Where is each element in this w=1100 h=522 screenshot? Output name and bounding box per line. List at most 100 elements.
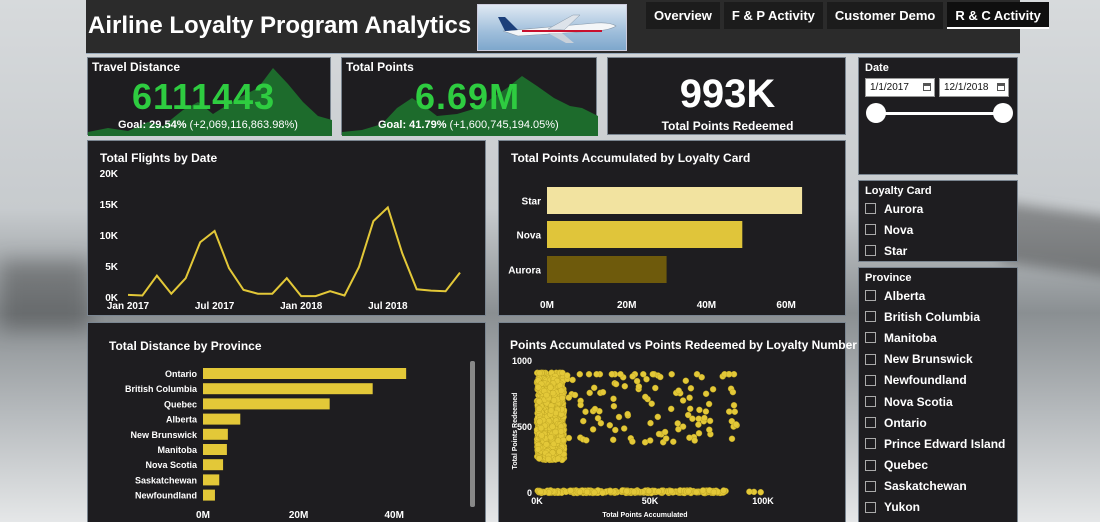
scatter-point[interactable]	[547, 407, 555, 414]
scatter-point[interactable]	[725, 371, 733, 378]
scatter-point[interactable]	[536, 398, 543, 405]
scatter-point[interactable]	[620, 425, 628, 432]
scatter-point[interactable]	[556, 448, 563, 455]
checkbox[interactable]	[865, 290, 876, 302]
scatter-point[interactable]	[647, 419, 654, 427]
province-option[interactable]: Nova Scotia	[865, 391, 1005, 412]
scatter-point[interactable]	[609, 436, 617, 444]
scatter-point[interactable]	[585, 371, 593, 378]
scatter-point[interactable]	[679, 397, 687, 404]
scatter-point[interactable]	[675, 426, 682, 433]
checkbox[interactable]	[865, 374, 876, 386]
scatter-point[interactable]	[549, 423, 556, 430]
scatter-point[interactable]	[565, 394, 573, 401]
scatter-point[interactable]	[684, 411, 692, 419]
loyalty-card-option[interactable]: Nova	[865, 219, 923, 240]
province-option[interactable]: Saskatchewan	[865, 476, 1005, 497]
scatter-point[interactable]	[563, 372, 571, 379]
scatter-point[interactable]	[580, 417, 587, 425]
scatter-point[interactable]	[550, 397, 558, 404]
scatter-point[interactable]	[547, 384, 554, 391]
scatter-point[interactable]	[612, 426, 619, 434]
scatter-point[interactable]	[695, 430, 703, 437]
scatter-point[interactable]	[720, 487, 727, 494]
scatter-point[interactable]	[728, 435, 736, 443]
scatter-point[interactable]	[583, 488, 591, 496]
scatter-point[interactable]	[545, 455, 552, 463]
bar-chart[interactable]: Ontario British Columbia Quebec Alberta New …	[88, 323, 487, 522]
calendar-icon[interactable]	[923, 83, 931, 91]
scatter-point[interactable]	[567, 487, 574, 494]
scatter-point[interactable]	[668, 371, 675, 378]
scatter-point[interactable]	[597, 419, 605, 427]
scatter-point[interactable]	[624, 410, 631, 418]
scatter-point[interactable]	[565, 434, 573, 442]
checkbox[interactable]	[865, 332, 876, 344]
bar[interactable]	[203, 444, 227, 455]
checkbox[interactable]	[865, 480, 876, 492]
checkbox[interactable]	[865, 501, 876, 513]
bar[interactable]	[203, 398, 330, 410]
checkbox[interactable]	[865, 245, 876, 257]
scatter-point[interactable]	[705, 400, 713, 408]
scatter-point[interactable]	[591, 405, 599, 413]
scatter-point[interactable]	[642, 393, 649, 401]
scatter-point[interactable]	[661, 428, 669, 436]
scatter-point[interactable]	[725, 408, 733, 415]
scatter-point[interactable]	[654, 413, 662, 421]
scatter-point[interactable]	[728, 417, 736, 425]
line-chart[interactable]: 0K 5K 10K 15K 20K Jan 2017 Jul 2017 Jan 2018 Jul…	[88, 141, 487, 317]
bar[interactable]	[547, 221, 743, 248]
bar[interactable]	[547, 256, 667, 283]
checkbox[interactable]	[865, 311, 876, 323]
scatter-point[interactable]	[537, 424, 545, 432]
scatter-point[interactable]	[646, 437, 654, 444]
scatter-point[interactable]	[599, 388, 607, 396]
scatter-point[interactable]	[702, 408, 710, 415]
scatter-point[interactable]	[610, 402, 618, 410]
scatter-point[interactable]	[655, 430, 663, 438]
scatter-point[interactable]	[606, 422, 614, 429]
bar[interactable]	[547, 187, 803, 214]
scatter-point[interactable]	[686, 434, 693, 441]
scatter-point[interactable]	[536, 405, 543, 413]
scatter-point[interactable]	[667, 487, 675, 495]
scatter-point[interactable]	[662, 435, 670, 442]
scatter-point[interactable]	[670, 438, 677, 445]
start-date-input[interactable]: 1/1/2017	[865, 78, 935, 97]
scatter-point[interactable]	[689, 415, 696, 422]
scatter-point[interactable]	[590, 384, 598, 392]
bar[interactable]	[203, 383, 373, 395]
scatter-point[interactable]	[549, 389, 557, 397]
bar[interactable]	[203, 459, 224, 471]
scatter-point[interactable]	[571, 391, 579, 399]
scatter-point[interactable]	[583, 437, 590, 444]
calendar-icon[interactable]	[997, 83, 1005, 91]
province-option[interactable]: Ontario	[865, 412, 1005, 433]
scatter-point[interactable]	[648, 400, 655, 407]
province-option[interactable]: Newfoundland	[865, 370, 1005, 391]
scatter-point[interactable]	[696, 406, 703, 414]
scatter-point[interactable]	[629, 373, 636, 380]
scatter-point[interactable]	[655, 488, 662, 495]
scatter-point[interactable]	[612, 380, 620, 388]
scatter-point[interactable]	[731, 408, 739, 415]
scatter-point[interactable]	[640, 371, 647, 378]
scatter-point[interactable]	[706, 426, 713, 434]
scatter-point[interactable]	[710, 488, 718, 496]
bar[interactable]	[203, 413, 241, 425]
scatter-point[interactable]	[695, 421, 702, 428]
scatter-point[interactable]	[536, 369, 543, 377]
scatter-point[interactable]	[537, 488, 544, 496]
scatter-point[interactable]	[536, 418, 543, 425]
province-option[interactable]: British Columbia	[865, 306, 1005, 327]
scatter-point[interactable]	[543, 441, 550, 448]
scatter-point[interactable]	[586, 389, 593, 397]
scatter-point[interactable]	[557, 428, 565, 435]
checkbox[interactable]	[865, 203, 876, 215]
scatter-point[interactable]	[652, 384, 659, 392]
scatter-point[interactable]	[691, 437, 698, 444]
scatter-point[interactable]	[706, 417, 714, 425]
scatter-point[interactable]	[686, 405, 694, 413]
scatter-point[interactable]	[560, 436, 567, 444]
